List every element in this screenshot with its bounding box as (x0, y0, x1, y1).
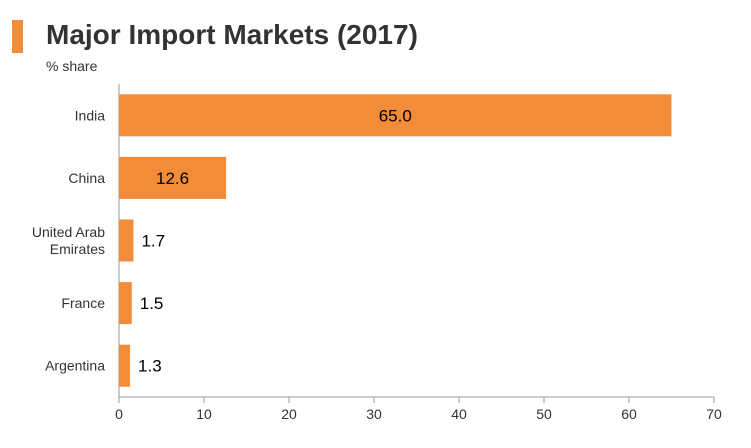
bar (119, 156, 227, 199)
title-accent-bar (12, 20, 23, 53)
x-tick-label: 60 (621, 406, 637, 422)
x-tick-label: 50 (536, 406, 552, 422)
x-tick-label: 0 (115, 406, 123, 422)
data-label: 1.5 (140, 294, 164, 313)
category-label: United Arab Emirates (32, 224, 105, 257)
x-tick-label: 30 (366, 406, 382, 422)
data-label: 65.0 (379, 106, 412, 125)
data-label: 1.3 (138, 357, 162, 376)
x-tick-label: 10 (196, 406, 212, 422)
category-label: India (75, 107, 106, 123)
category-label: Argentina (45, 358, 105, 374)
category-label: France (61, 295, 105, 311)
bar (119, 219, 134, 262)
chart-title: Major Import Markets (2017) (46, 19, 418, 50)
bar (119, 344, 131, 387)
bar (119, 282, 132, 325)
bar (119, 94, 672, 137)
category-label: China (68, 170, 105, 186)
x-tick-label: 70 (706, 406, 722, 422)
x-tick-label: 40 (451, 406, 467, 422)
x-tick-label: 20 (281, 406, 297, 422)
data-label: 1.7 (141, 232, 165, 251)
chart-subtitle: % share (46, 58, 98, 74)
data-label: 12.6 (156, 169, 189, 188)
